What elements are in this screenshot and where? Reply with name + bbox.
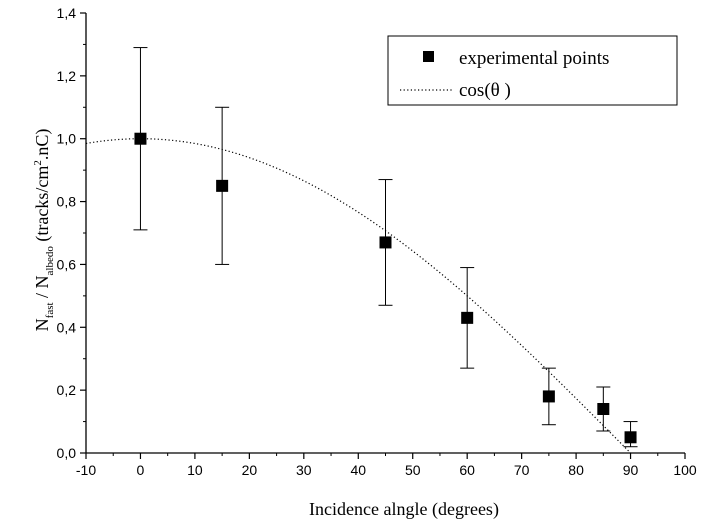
cos-curve-path [85, 138, 631, 454]
experimental-points [133, 47, 638, 448]
y-axis-ticks: 0,0 0,2 0,4 0,6 0,8 1,0 1,2 1,4 [57, 5, 86, 461]
y-tick-label: 1,2 [57, 68, 77, 84]
legend-marker-experimental-points [423, 51, 434, 62]
x-tick-label: 50 [405, 462, 421, 478]
data-point [596, 386, 611, 432]
data-marker [597, 403, 610, 415]
data-marker [379, 236, 392, 249]
data-point [541, 367, 556, 426]
legend-label-cos: cos(θ ) [459, 80, 511, 101]
data-point [215, 106, 230, 265]
data-marker [216, 179, 229, 192]
data-marker [134, 132, 147, 145]
y-tick-label: 1,4 [57, 5, 77, 21]
x-tick-label: 10 [187, 462, 203, 478]
legend-box [387, 35, 678, 106]
x-tick-label: 0 [137, 462, 145, 478]
x-tick-label: 30 [296, 462, 312, 478]
y-tick-label: 0,2 [57, 382, 77, 398]
x-axis-ticks: -10 0 10 20 30 40 50 60 70 80 90 100 [76, 453, 697, 478]
x-tick-label: 70 [514, 462, 530, 478]
x-tick-label: 100 [673, 462, 697, 478]
data-marker [542, 390, 555, 403]
x-tick-label: 40 [350, 462, 366, 478]
legend: experimental points cos(θ ) [387, 35, 678, 106]
y-tick-label: 0,4 [57, 319, 77, 335]
x-tick-label: 60 [459, 462, 475, 478]
legend-label-experimental-points: experimental points [459, 48, 609, 69]
x-axis-title: Incidence alngle (degrees) [309, 499, 499, 520]
x-tick-label: 90 [623, 462, 639, 478]
data-point [378, 179, 393, 306]
x-tick-label: 20 [242, 462, 258, 478]
x-tick-label: 80 [568, 462, 584, 478]
data-marker [461, 311, 474, 324]
data-point [133, 47, 148, 231]
y-tick-label: 0,6 [57, 256, 77, 272]
y-tick-label: 0,8 [57, 194, 77, 210]
cos-curve [85, 138, 631, 454]
data-point [623, 421, 638, 448]
y-tick-label: 0,0 [57, 445, 77, 461]
data-marker [624, 431, 637, 444]
y-tick-label: 1,0 [57, 131, 77, 147]
y-axis-title: Nfast / Nalbedo (tracks/cm2.nC) [32, 129, 56, 332]
x-tick-label: -10 [76, 462, 96, 478]
data-point [460, 267, 475, 369]
